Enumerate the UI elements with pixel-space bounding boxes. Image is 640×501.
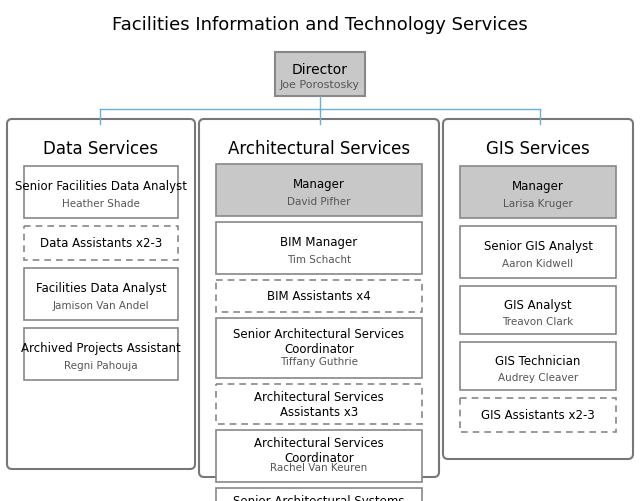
FancyBboxPatch shape [199,120,439,477]
Text: Regni Pahouja: Regni Pahouja [64,361,138,371]
Bar [216,384,422,424]
Bar [24,269,178,320]
Text: Architectural Services
Assistants x3: Architectural Services Assistants x3 [254,390,384,418]
Bar [460,342,616,390]
Text: Senior Architectural Systems
Analyst: Senior Architectural Systems Analyst [233,494,404,501]
Text: Tiffany Guthrie: Tiffany Guthrie [280,357,358,366]
Bar [216,430,422,482]
Text: Senior Architectural Services
Coordinator: Senior Architectural Services Coordinato… [234,327,404,355]
Text: Facilities Information and Technology Services: Facilities Information and Technology Se… [112,16,528,34]
Bar [275,53,365,97]
Text: Data Services: Data Services [44,140,159,158]
Text: Audrey Cleaver: Audrey Cleaver [498,372,578,382]
Text: Archived Projects Assistant: Archived Projects Assistant [21,342,181,355]
Bar [24,226,178,261]
Text: Manager: Manager [512,180,564,193]
Text: GIS Analyst: GIS Analyst [504,298,572,311]
Text: Heather Shade: Heather Shade [62,199,140,209]
Text: Senior GIS Analyst: Senior GIS Analyst [483,240,593,253]
Text: Treavon Clark: Treavon Clark [502,316,573,326]
Bar [216,165,422,216]
Bar [24,328,178,380]
Text: Architectural Services: Architectural Services [228,140,410,158]
Text: Joe Porostosky: Joe Porostosky [280,80,360,90]
Text: GIS Services: GIS Services [486,140,590,158]
Bar [216,488,422,501]
Text: Manager: Manager [293,178,345,191]
Bar [460,287,616,334]
FancyBboxPatch shape [443,120,633,459]
Bar [216,222,422,275]
Bar [216,281,422,313]
Text: Larisa Kruger: Larisa Kruger [503,199,573,209]
Text: Aaron Kidwell: Aaron Kidwell [502,259,573,269]
Text: GIS Assistants x2-3: GIS Assistants x2-3 [481,409,595,422]
FancyBboxPatch shape [7,120,195,469]
Text: Rachel Van Keuren: Rachel Van Keuren [270,462,367,472]
Text: Tim Schacht: Tim Schacht [287,255,351,265]
Text: David Pifher: David Pifher [287,197,351,207]
Bar [216,318,422,378]
Text: Architectural Services
Coordinator: Architectural Services Coordinator [254,436,384,464]
Bar [460,167,616,218]
Bar [460,398,616,432]
Text: Director: Director [292,63,348,77]
Text: BIM Manager: BIM Manager [280,236,358,249]
Bar [24,167,178,218]
Bar [460,226,616,279]
Text: Facilities Data Analyst: Facilities Data Analyst [36,282,166,295]
Text: Jamison Van Andel: Jamison Van Andel [52,301,149,311]
Text: GIS Technician: GIS Technician [495,354,580,367]
Text: Data Assistants x2-3: Data Assistants x2-3 [40,237,162,250]
Text: BIM Assistants x4: BIM Assistants x4 [267,290,371,303]
Text: Senior Facilities Data Analyst: Senior Facilities Data Analyst [15,180,187,193]
